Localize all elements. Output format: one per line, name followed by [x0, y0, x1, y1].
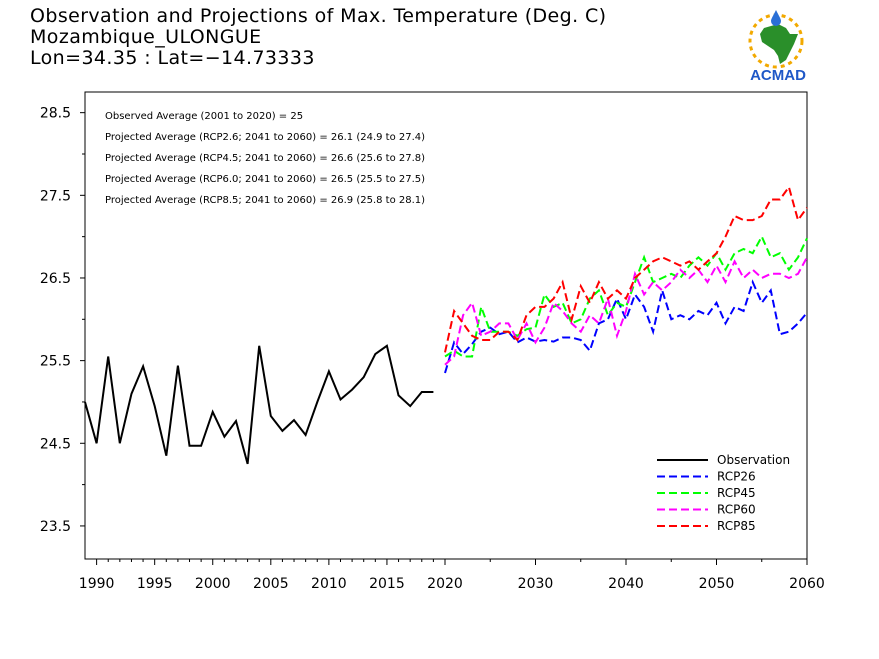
x-tick-label: 2010	[311, 576, 347, 592]
station-name: Mozambique_ULONGUE	[30, 26, 262, 48]
annotation-text: Projected Average (RCP8.5; 2041 to 2060)…	[105, 195, 425, 206]
legend-label: Observation	[717, 453, 790, 467]
legend-label: RCP85	[717, 519, 756, 533]
legend-label: RCP60	[717, 503, 756, 517]
station-coordinates: Lon=34.35 : Lat=−14.73333	[30, 47, 315, 69]
x-tick-label: 2020	[427, 576, 463, 592]
annotation-text: Projected Average (RCP2.6; 2041 to 2060)…	[105, 132, 425, 143]
y-tick-label: 25.5	[40, 354, 71, 370]
series-line-rcp85	[444, 184, 808, 353]
legend-label: RCP26	[717, 470, 756, 484]
y-tick-label: 27.5	[40, 188, 71, 204]
legend-label: RCP45	[717, 486, 756, 500]
x-tick-label: 2050	[699, 576, 735, 592]
annotation-text: Projected Average (RCP4.5; 2041 to 2060)…	[105, 153, 425, 164]
y-axis: 23.5 24.5 25.5 26.5 27.5 28.5	[40, 106, 85, 535]
annotations: Observed Average (2001 to 2020) = 25 Proj…	[105, 111, 425, 206]
x-tick-label: 2015	[369, 576, 405, 592]
x-axis: 1990 1995 2000 2005 2010 2015 2020 2030 2040 2050…	[79, 559, 825, 592]
legend: Observation RCP26 RCP45 RCP60 RCP85	[657, 453, 790, 533]
x-tick-label: 2005	[253, 576, 289, 592]
acmad-logo: ACMAD	[748, 10, 806, 84]
annotation-text: Observed Average (2001 to 2020) = 25	[105, 111, 303, 122]
x-tick-label: 1990	[79, 576, 115, 592]
series-group	[84, 184, 808, 465]
logo-text: ACMAD	[750, 67, 806, 84]
x-tick-label: 1995	[137, 576, 173, 592]
x-tick-label: 2000	[195, 576, 231, 592]
y-tick-label: 26.5	[40, 271, 71, 287]
series-line-rcp60	[444, 256, 808, 366]
series-line-rcp26	[444, 279, 808, 374]
series-line-observation	[84, 344, 434, 465]
y-tick-label: 28.5	[40, 106, 71, 122]
annotation-text: Projected Average (RCP6.0; 2041 to 2060)…	[105, 174, 425, 185]
x-tick-label: 2060	[789, 576, 825, 592]
africa-icon	[760, 24, 798, 64]
x-tick-label: 2040	[608, 576, 644, 592]
x-tick-label: 2030	[518, 576, 554, 592]
y-tick-label: 23.5	[40, 519, 71, 535]
title-block: Observation and Projections of Max. Temp…	[30, 6, 606, 69]
plot-frame	[84, 91, 808, 560]
chart-title: Observation and Projections of Max. Temp…	[30, 5, 607, 27]
water-drop-icon	[771, 10, 781, 26]
y-tick-label: 24.5	[40, 436, 71, 452]
